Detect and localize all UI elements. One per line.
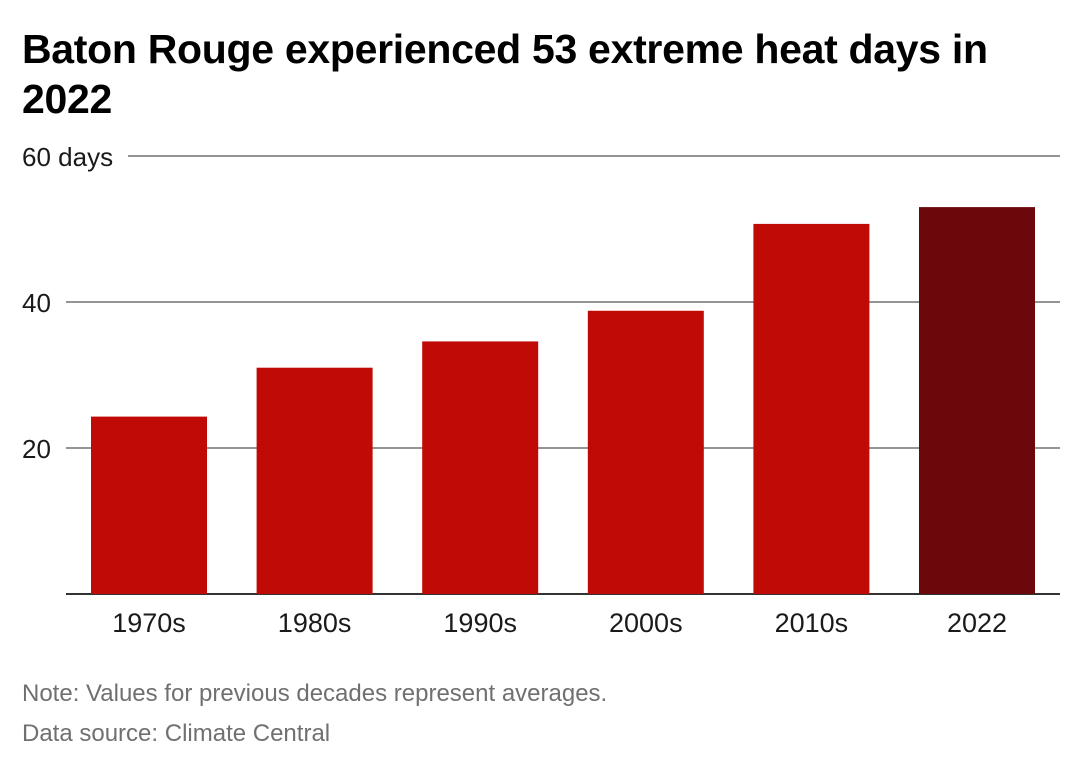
x-tick-label-2000s: 2000s bbox=[609, 608, 683, 638]
bar-1990s bbox=[422, 341, 539, 594]
x-tick-label-1980s: 1980s bbox=[278, 608, 352, 638]
bar-chart: 20 40 60 days 1970s 1980s 1990s 2000s 2010s 2022 bbox=[22, 142, 1060, 638]
y-tick-label-60: 60 days bbox=[22, 142, 113, 172]
data-source: Data source: Climate Central bbox=[22, 720, 331, 747]
y-tick-label-40: 40 bbox=[22, 288, 51, 318]
chart-title: Baton Rouge experienced 53 extreme heat … bbox=[22, 26, 988, 122]
bar-2022 bbox=[919, 207, 1035, 594]
x-tick-label-1970s: 1970s bbox=[112, 608, 186, 638]
bar-1980s bbox=[256, 367, 373, 594]
y-tick-label-20: 20 bbox=[22, 434, 51, 464]
x-tick-label-1990s: 1990s bbox=[443, 608, 517, 638]
axis-labels: 20 40 60 days 1970s 1980s 1990s 2000s 2010s 2022 bbox=[22, 142, 1007, 638]
bar-1970s bbox=[91, 416, 207, 594]
chart-note: Note: Values for previous decades repres… bbox=[22, 680, 608, 707]
bar-2010s bbox=[753, 223, 870, 594]
bars bbox=[91, 207, 1035, 594]
x-tick-label-2010s: 2010s bbox=[775, 608, 849, 638]
bar-2000s bbox=[587, 310, 704, 594]
gridlines bbox=[66, 155, 1060, 595]
x-tick-label-2022: 2022 bbox=[947, 608, 1007, 638]
